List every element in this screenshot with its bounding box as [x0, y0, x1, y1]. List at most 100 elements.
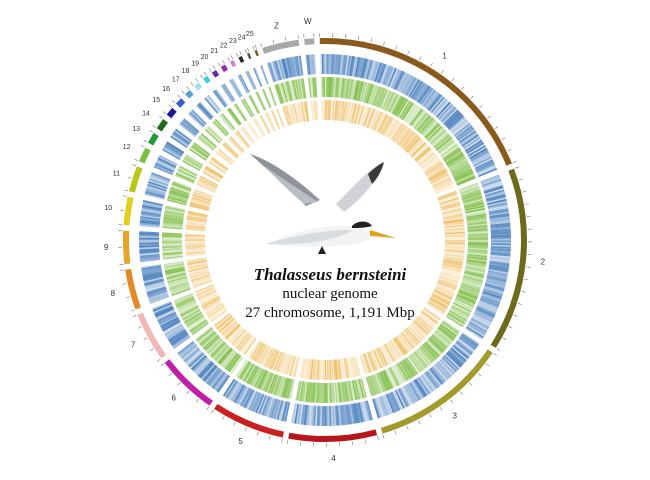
heatmap-bin [225, 324, 241, 340]
heatmap-bin [231, 329, 246, 346]
heatmap-bin [450, 347, 467, 362]
heatmap-bin [365, 352, 375, 372]
heatmap-bin [433, 290, 453, 301]
heatmap-bin [468, 322, 487, 334]
chromosome-21: 21 [210, 48, 266, 138]
heatmap-bin [258, 345, 269, 364]
heatmap-bin [429, 297, 448, 309]
heatmap-bin [455, 341, 472, 356]
heatmap-bin [467, 226, 488, 230]
heatmap-bin [192, 194, 212, 203]
heatmap-bin [278, 83, 286, 103]
heatmap-bin [148, 293, 169, 302]
heatmap-bin [425, 340, 441, 356]
heatmap-bin [307, 405, 311, 426]
heatmap-bin [237, 360, 250, 379]
heatmap-bin [444, 250, 465, 254]
heatmap-bin [219, 349, 234, 366]
heatmap-bin [368, 84, 377, 105]
heatmap-bin [320, 54, 323, 75]
heatmap-bin [425, 371, 440, 388]
tick-mark [487, 115, 491, 119]
heatmap-bin [299, 404, 304, 425]
heatmap-bin [463, 138, 482, 151]
heatmap-bin [308, 77, 312, 98]
heatmap-bin [338, 77, 342, 98]
heatmap-bin [243, 364, 255, 383]
tick-mark [222, 416, 225, 420]
heatmap-bin [162, 252, 183, 256]
heatmap-bin [466, 259, 487, 265]
heatmap-bin [172, 181, 192, 191]
heatmap-bin [432, 333, 449, 348]
heatmap-bin [379, 115, 391, 134]
heatmap-bin [300, 404, 305, 425]
tick-mark [383, 41, 385, 46]
heatmap-bin [231, 383, 243, 402]
heatmap-bin [187, 351, 204, 367]
heatmap-bin [422, 343, 438, 359]
heatmap-bin [357, 57, 364, 78]
heatmap-bin [415, 84, 429, 102]
heatmap-bin [489, 211, 510, 217]
heatmap-bin [180, 306, 199, 317]
heatmap-bin [442, 260, 463, 266]
heatmap-bin [422, 158, 440, 171]
tick-mark [430, 62, 433, 67]
tick-mark [512, 161, 517, 164]
heatmap-bin [198, 136, 215, 151]
heatmap-bin [303, 404, 308, 425]
heatmap-bin [379, 89, 389, 109]
heatmap-bin [292, 56, 298, 77]
heatmap-bin [197, 289, 216, 299]
heatmap-bin [236, 386, 248, 405]
heatmap-bin [388, 367, 399, 386]
heatmap-bin [192, 322, 210, 336]
heatmap-bin [295, 102, 302, 123]
heatmap-bin [176, 299, 196, 310]
heatmap-bin [274, 60, 282, 81]
heatmap-bin [187, 214, 207, 220]
heatmap-bin [164, 324, 183, 336]
heatmap-bin [162, 249, 183, 253]
heatmap-bin [350, 356, 357, 377]
heatmap-bin [470, 150, 489, 162]
heatmap-bin [189, 148, 207, 161]
heatmap-bin [406, 356, 420, 374]
heatmap-bin [337, 382, 341, 403]
heatmap-bin [390, 339, 403, 357]
heatmap-bin [187, 211, 208, 217]
heatmap-bin [383, 117, 395, 136]
heatmap-bin [288, 355, 295, 376]
heatmap-bin [348, 380, 354, 401]
heatmap-bin [190, 199, 211, 207]
heatmap-bin [379, 346, 390, 365]
heatmap-bin [422, 344, 437, 360]
heatmap-bin [283, 378, 291, 399]
heatmap-bin [449, 348, 466, 363]
heatmap-bin [255, 393, 265, 414]
heatmap-bin [190, 201, 210, 209]
chromosome-label: 14 [142, 111, 150, 118]
heatmap-bin [437, 360, 453, 377]
heatmap-bin [186, 258, 207, 264]
tick-mark [514, 166, 519, 169]
heatmap-bin [438, 325, 456, 339]
heatmap-bin [368, 375, 376, 396]
heatmap-bin [487, 200, 508, 207]
heatmap-bin [443, 258, 464, 264]
heatmap-bin [164, 210, 185, 216]
heatmap-bin [188, 265, 209, 272]
heatmap-bin [170, 332, 189, 346]
heatmap-bin [418, 151, 435, 166]
heatmap-bin [393, 70, 403, 90]
tick-mark [168, 104, 172, 108]
heatmap-bin [149, 295, 170, 305]
heatmap-bin [140, 258, 161, 263]
heatmap-bin [215, 374, 229, 392]
heatmap-bin [223, 352, 238, 369]
heatmap-bin [202, 298, 221, 310]
heatmap-bin [459, 183, 479, 192]
heatmap-bin [459, 131, 478, 145]
heatmap-bin [441, 205, 462, 212]
